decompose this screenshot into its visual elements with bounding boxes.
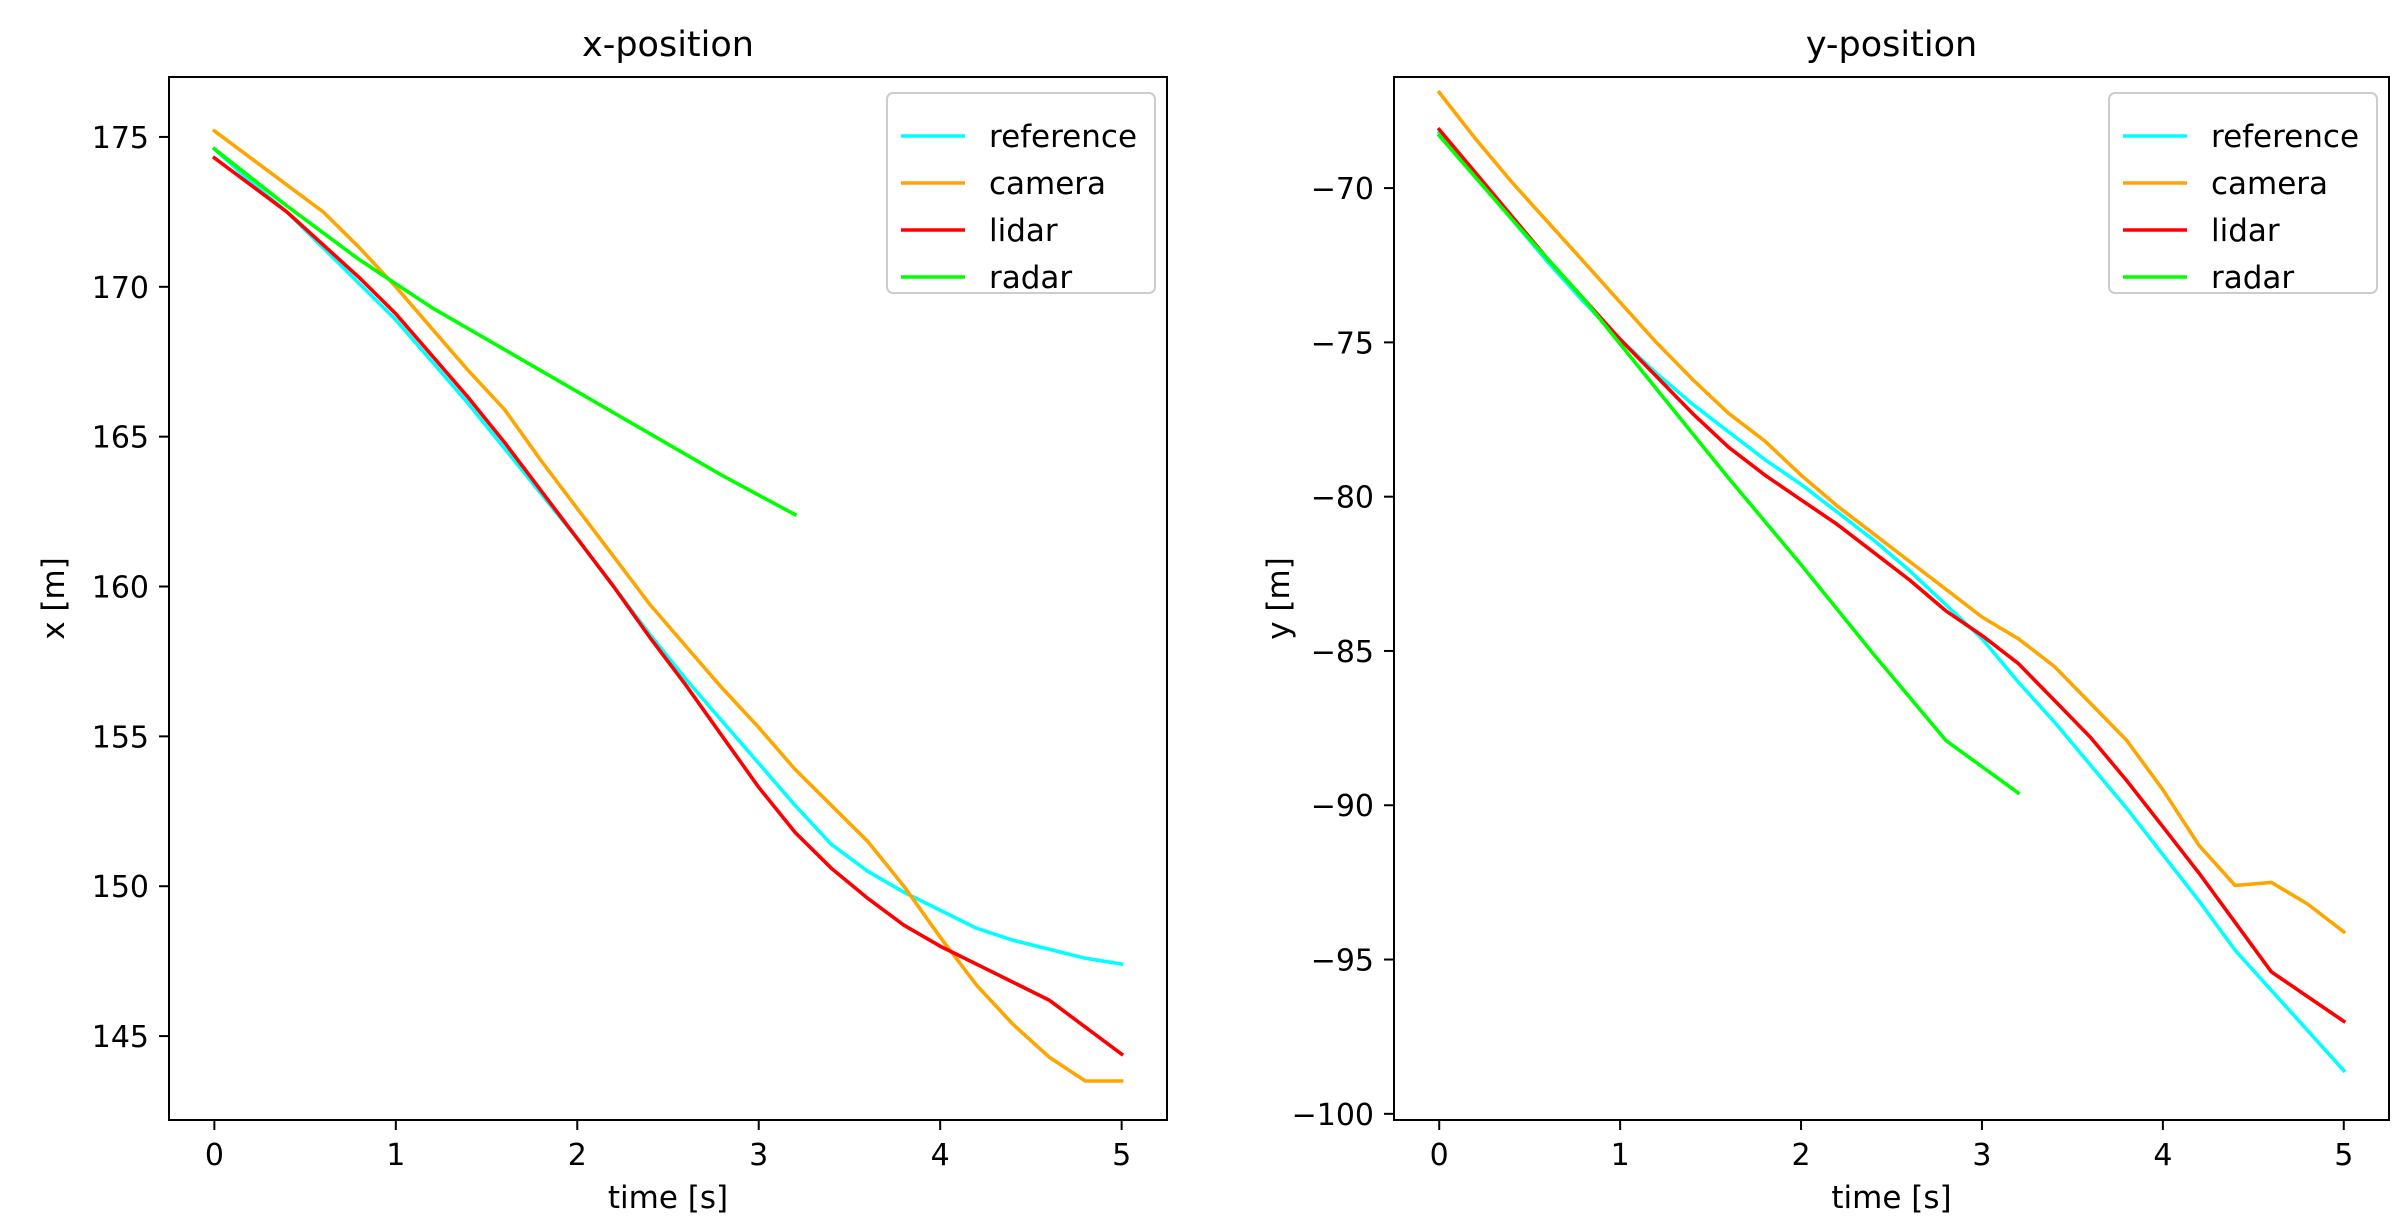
plot-frame (1393, 76, 2390, 1121)
y-tick-label: −90 (1311, 789, 1374, 824)
legend-label-lidar: lidar (2211, 213, 2280, 249)
legend: reference camera lidar radar (886, 92, 1156, 296)
x-tick-label: 1 (1611, 1138, 1630, 1173)
x-tick-label: 0 (205, 1138, 224, 1173)
legend-label-camera: camera (2211, 166, 2328, 202)
series-line-lidar (211, 155, 1125, 1057)
x-tick-label: 0 (1430, 1138, 1449, 1173)
plot-frame (168, 76, 1168, 1121)
y-tick-label: 160 (92, 571, 149, 606)
series-line-camera (1436, 89, 2347, 935)
y-tick-label: −95 (1311, 944, 1374, 979)
legend-label-reference: reference (989, 119, 1137, 155)
y-tick-label: −75 (1311, 326, 1374, 361)
legend-label-reference: reference (2211, 119, 2359, 155)
legend-label-radar: radar (2211, 260, 2294, 296)
x-tick-label: 2 (568, 1138, 587, 1173)
legend-label-camera: camera (989, 166, 1106, 202)
y-tick-label: 170 (92, 271, 149, 306)
y-tick-label: 155 (92, 720, 149, 755)
x-tick-label: 3 (1972, 1138, 1991, 1173)
x-tick-label: 2 (1791, 1138, 1810, 1173)
x-tick-label: 4 (2153, 1138, 2172, 1173)
y-tick-label: 175 (92, 121, 149, 156)
x-tick-label: 4 (931, 1138, 950, 1173)
x-tick-label: 3 (749, 1138, 768, 1173)
y-tick-label: 150 (92, 870, 149, 905)
chart-title: x-position (582, 25, 754, 65)
y-axis-label: x [m] (36, 557, 72, 640)
series-line-camera (211, 128, 1124, 1083)
x-axis-label: time [s] (1831, 1180, 1951, 1216)
x-tick-label: 1 (386, 1138, 405, 1173)
x-position-panel: 0 1 2 3 4 5 145 150 155 160 165 170 175 x-position tim… (36, 25, 1168, 1216)
chart-title: y-position (1806, 25, 1977, 65)
y-axis-label: y [m] (1261, 557, 1297, 640)
y-tick-label: −80 (1311, 481, 1374, 516)
y-tick-label: −70 (1311, 172, 1374, 207)
series-line-radar (1436, 133, 2021, 796)
y-tick-label: 145 (92, 1020, 149, 1055)
legend-label-radar: radar (989, 260, 1072, 296)
x-tick-label: 5 (1112, 1138, 1131, 1173)
legend: reference camera lidar radar (2108, 92, 2378, 296)
y-tick-label: −100 (1292, 1098, 1374, 1133)
legend-box (2108, 92, 2378, 294)
legend-box (886, 92, 1156, 294)
legend-label-lidar: lidar (989, 213, 1058, 249)
y-tick-label: 165 (92, 421, 149, 456)
x-tick-label: 5 (2334, 1138, 2353, 1173)
y-position-panel: 0 1 2 3 4 5 −70 −75 −80 −85 −90 −95 −100 y-position ti… (1261, 25, 2390, 1216)
x-axis-label: time [s] (608, 1180, 728, 1216)
y-tick-label: −85 (1311, 635, 1374, 670)
series-line-reference (211, 146, 1124, 967)
series-line-radar (211, 146, 798, 518)
